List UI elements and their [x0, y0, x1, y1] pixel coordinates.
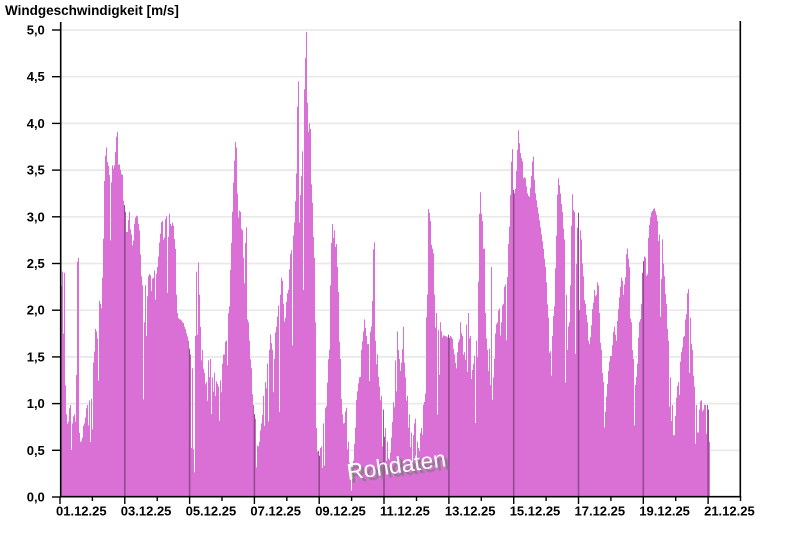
svg-text:4,0: 4,0: [27, 116, 45, 131]
svg-text:13.12.25: 13.12.25: [445, 504, 496, 519]
svg-text:Windgeschwindigkeit [m/s]: Windgeschwindigkeit [m/s]: [5, 3, 179, 18]
svg-text:15.12.25: 15.12.25: [510, 504, 561, 519]
svg-text:5,0: 5,0: [27, 23, 45, 38]
svg-text:4,5: 4,5: [27, 69, 45, 84]
svg-text:1,0: 1,0: [27, 396, 45, 411]
svg-text:07.12.25: 07.12.25: [250, 504, 301, 519]
svg-text:21.12.25: 21.12.25: [704, 504, 755, 519]
svg-text:2,0: 2,0: [27, 303, 45, 318]
svg-text:0,0: 0,0: [27, 490, 45, 505]
svg-text:03.12.25: 03.12.25: [121, 504, 172, 519]
svg-text:3,5: 3,5: [27, 163, 45, 178]
svg-text:17.12.25: 17.12.25: [575, 504, 626, 519]
svg-text:19.12.25: 19.12.25: [639, 504, 690, 519]
svg-text:01.12.25: 01.12.25: [56, 504, 107, 519]
svg-text:3,0: 3,0: [27, 209, 45, 224]
svg-text:1,5: 1,5: [27, 349, 45, 364]
svg-text:09.12.25: 09.12.25: [315, 504, 366, 519]
svg-text:05.12.25: 05.12.25: [186, 504, 237, 519]
svg-text:11.12.25: 11.12.25: [380, 504, 430, 519]
svg-text:2,5: 2,5: [27, 256, 45, 271]
svg-text:0,5: 0,5: [27, 443, 45, 458]
